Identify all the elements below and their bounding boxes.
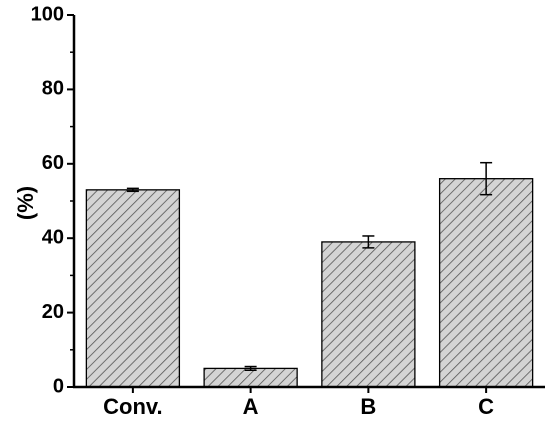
- y-tick-label: 0: [53, 375, 64, 397]
- x-tick-label: C: [478, 394, 494, 419]
- y-tick-label: 40: [42, 226, 64, 248]
- bar-a: [203, 367, 298, 388]
- y-tick-label: 100: [31, 3, 64, 25]
- bars-layer: [85, 161, 534, 388]
- x-tick-label: A: [243, 394, 259, 419]
- y-tick-label: 20: [42, 301, 64, 323]
- y-tick-label: 60: [42, 152, 64, 174]
- y-tick-label: 80: [42, 78, 64, 100]
- axes-layer: 0 20 40 60 80 100 Conv. A B C: [31, 3, 545, 419]
- bar-c: [438, 178, 534, 388]
- bar-conv: [85, 189, 181, 388]
- x-tick-label: Conv.: [103, 394, 162, 419]
- y-axis-title: (%): [13, 186, 38, 220]
- bar-b: [321, 241, 416, 388]
- x-tick-label: B: [360, 394, 376, 419]
